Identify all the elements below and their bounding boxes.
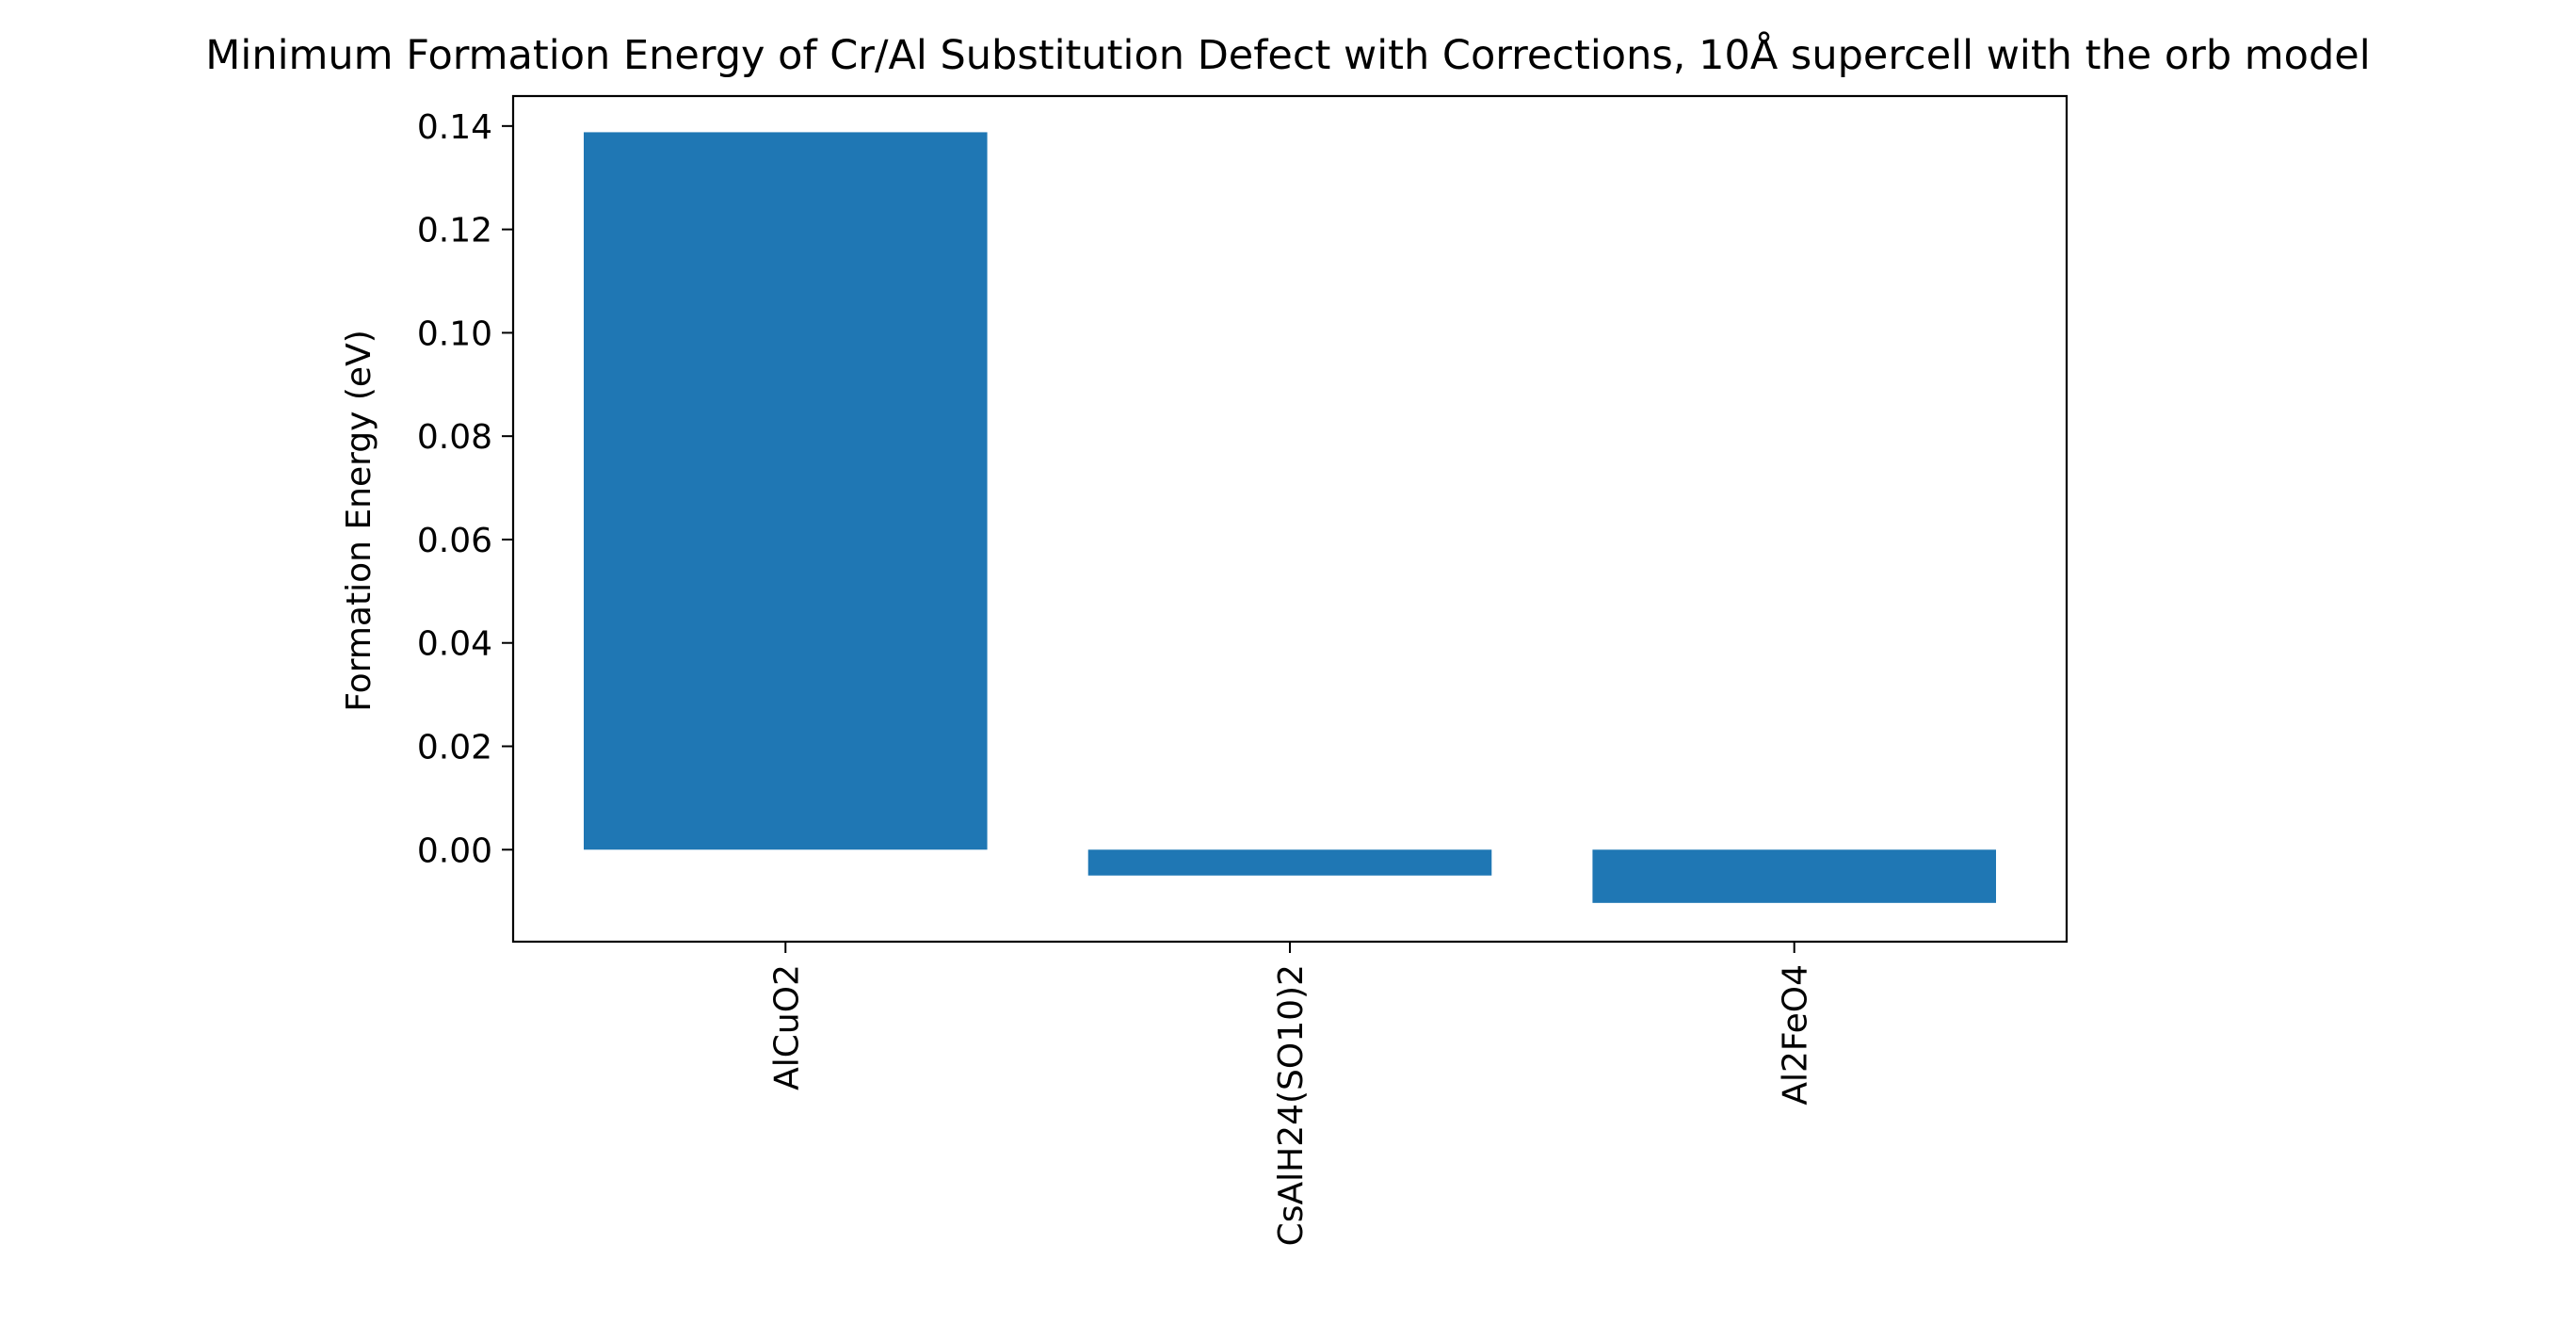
- x-tick-label: CsAlH24(SO10)2: [1272, 964, 1311, 1246]
- bar-csalh24-so10-2: [1087, 849, 1492, 876]
- x-tick-label: AlCuO2: [767, 964, 806, 1090]
- x-axis-ticks: AlCuO2 CsAlH24(SO10)2 Al2FeO4: [767, 942, 1815, 1246]
- x-tick-label: Al2FeO4: [1777, 964, 1815, 1106]
- y-axis-ticks: 0.00 0.02 0.04 0.06 0.08 0.10 0.12 0.14: [417, 108, 513, 870]
- bar-alcuo2: [584, 132, 988, 850]
- plot-area-frame: [511, 94, 2069, 944]
- y-tick-label: 0.04: [417, 625, 492, 664]
- y-tick-label: 0.08: [417, 418, 492, 457]
- y-tick-label: 0.02: [417, 729, 492, 767]
- y-axis-label: Formation Energy (eV): [340, 330, 378, 712]
- bars-group: [584, 132, 1996, 903]
- chart-title: Minimum Formation Energy of Cr/Al Substi…: [205, 31, 2370, 79]
- y-tick-label: 0.10: [417, 315, 492, 353]
- y-tick-label: 0.14: [417, 108, 492, 147]
- y-tick-label: 0.12: [417, 212, 492, 250]
- bar-al2feo4: [1592, 849, 1996, 903]
- y-tick-label: 0.00: [417, 832, 492, 870]
- y-tick-label: 0.06: [417, 522, 492, 560]
